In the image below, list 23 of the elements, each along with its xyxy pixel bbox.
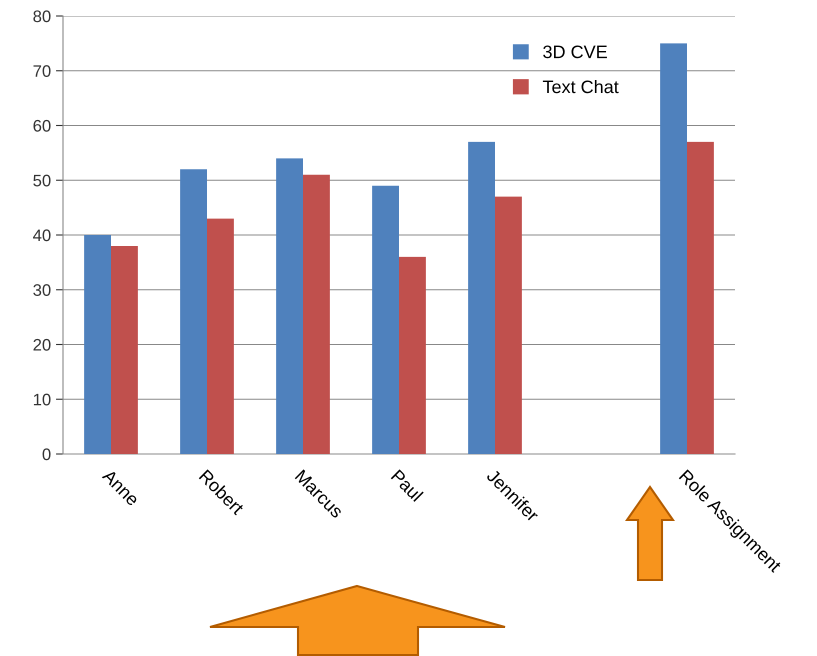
bar: [399, 256, 426, 454]
bar: [84, 235, 111, 454]
y-tick-label: 10: [34, 394, 51, 406]
bar: [303, 174, 330, 454]
y-tick-label: 40: [33, 229, 51, 242]
y-tick-label: 50: [33, 174, 51, 186]
bar: [207, 218, 234, 454]
bar: [468, 142, 495, 454]
y-tick-label: 80: [33, 10, 51, 22]
y-tick-label: 70: [34, 65, 51, 77]
y-tick-label: 0: [42, 448, 51, 460]
legend-label: 3D CVE: [543, 45, 607, 58]
bar: [111, 246, 138, 454]
y-tick-label: 60: [34, 120, 51, 132]
bar: [372, 186, 399, 454]
bar: [276, 158, 303, 454]
bar: [660, 43, 687, 454]
bar: [495, 196, 522, 454]
legend-label: Text Chat: [542, 80, 619, 94]
y-tick-label: 20: [33, 338, 51, 351]
bar: [180, 169, 207, 454]
bar: [687, 142, 714, 454]
y-tick-label: 30: [33, 284, 51, 296]
